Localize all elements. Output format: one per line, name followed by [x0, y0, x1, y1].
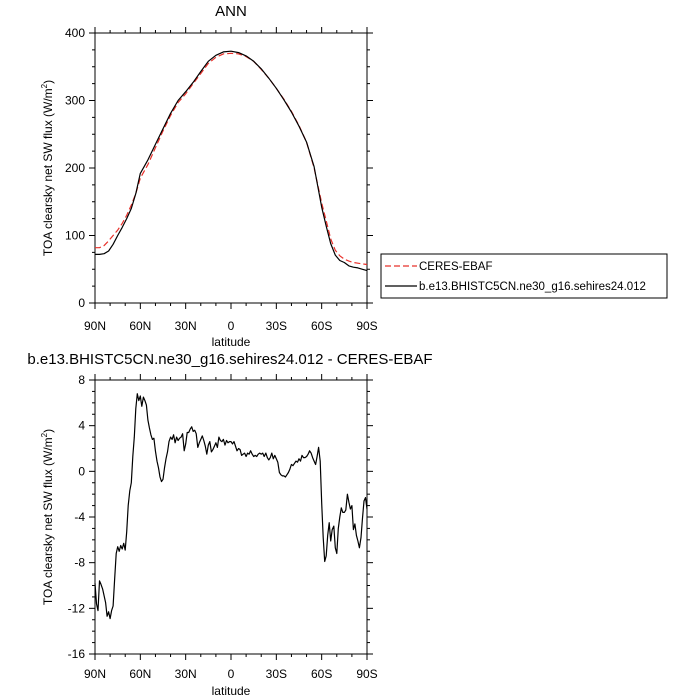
- chart-title: b.e13.BHISTC5CN.ne30_g16.sehires24.012 -…: [27, 351, 432, 368]
- x-tick-label: 60S: [311, 667, 332, 681]
- x-tick-label: 30S: [266, 667, 287, 681]
- plot-frame: [94, 32, 368, 304]
- x-tick-label: 0: [228, 319, 235, 333]
- y-axis-label-superscript: 2: [40, 432, 49, 437]
- x-tick-label: 60N: [129, 319, 151, 333]
- y-tick-label: 4: [78, 419, 85, 433]
- chart-title: ANN: [215, 3, 247, 20]
- series-line-1: [95, 50, 368, 272]
- x-tick-label: 60S: [311, 319, 332, 333]
- y-axis-label-superscript: 2: [40, 83, 49, 88]
- y-tick-label: 200: [65, 161, 85, 175]
- y-tick-label: -12: [68, 601, 86, 615]
- x-tick-label: 90N: [84, 319, 106, 333]
- y-tick-label: 0: [78, 296, 85, 310]
- y-axis-label-close: ): [41, 80, 55, 84]
- y-tick-label: 8: [78, 373, 85, 387]
- y-tick-label: 100: [65, 229, 85, 243]
- y-tick-label: -16: [68, 647, 86, 661]
- y-axis-label: TOA clearsky net SW flux (W/m2): [40, 429, 55, 605]
- y-axis-label-text: TOA clearsky net SW flux (W/m: [41, 88, 55, 256]
- y-tick-label: -8: [74, 556, 85, 570]
- y-tick-label: 400: [65, 26, 85, 40]
- bottom-panel: b.e13.BHISTC5CN.ne30_g16.sehires24.012 -…: [27, 351, 432, 698]
- top-panel: ANN 90N 60N 30N 0 30S 60S 90S 0 100 200 300 400 latit…: [40, 3, 668, 349]
- x-tick-label: 30N: [175, 667, 197, 681]
- y-tick-label: 300: [65, 94, 85, 108]
- x-axis-label: latitude: [212, 335, 251, 349]
- y-axis-label: TOA clearsky net SW flux (W/m2): [40, 80, 55, 256]
- legend-label-1: b.e13.BHISTC5CN.ne30_g16.sehires24.012: [419, 281, 646, 293]
- x-tick-label: 30N: [175, 319, 197, 333]
- x-tick-label: 90S: [356, 319, 377, 333]
- legend: CERES-EBAF b.e13.BHISTC5CN.ne30_g16.sehir…: [380, 253, 668, 299]
- legend-box: [380, 253, 668, 299]
- x-axis-label: latitude: [212, 684, 251, 698]
- x-tick-label: 30S: [266, 319, 287, 333]
- x-tick-label: 90S: [356, 667, 377, 681]
- y-tick-label: 0: [78, 464, 85, 478]
- y-tick-label: -4: [74, 510, 85, 524]
- x-tick-label: 60N: [129, 667, 151, 681]
- y-axis-label-close: ): [41, 429, 55, 433]
- x-tick-label: 0: [228, 667, 235, 681]
- x-tick-label: 90N: [84, 667, 106, 681]
- plot-frame: [94, 379, 368, 655]
- series-line-0: [94, 393, 368, 620]
- legend-label-0: CERES-EBAF: [419, 261, 493, 273]
- y-axis-label-text: TOA clearsky net SW flux (W/m: [41, 437, 55, 605]
- series-line-0: [95, 52, 368, 266]
